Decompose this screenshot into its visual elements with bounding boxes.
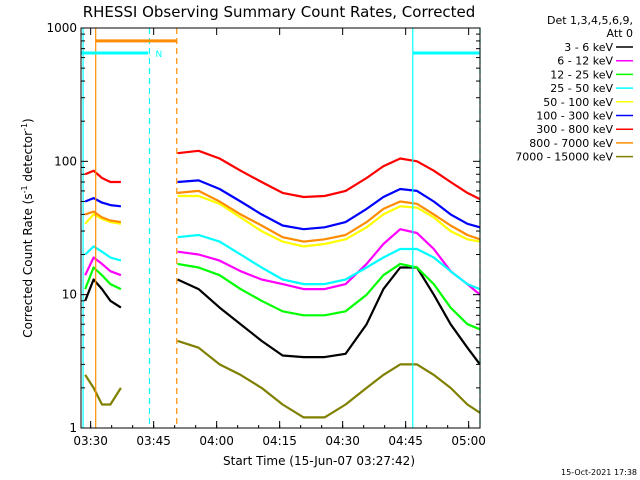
- y-axis-label-sup2: -1: [20, 123, 29, 131]
- y-axis-label: Corrected Count Rate (s-1 detector-1): [20, 118, 35, 337]
- night-label: N: [155, 50, 162, 60]
- footer-timestamp: 15-Oct-2021 17:38: [561, 468, 637, 477]
- series-line-5-segment-0: [84, 197, 122, 208]
- legend-header-line-2: Att 0: [607, 27, 633, 40]
- series-line-8-segment-0: [84, 374, 122, 406]
- series-line-8-segment-1: [177, 339, 481, 419]
- series-line-0-segment-1: [177, 266, 481, 366]
- x-tick-label-0: 03:30: [73, 434, 108, 448]
- series-line-2-segment-0: [84, 266, 122, 291]
- series-line-4-segment-1: [177, 194, 481, 248]
- chart-title: RHESSI Observing Summary Count Rates, Co…: [83, 3, 476, 21]
- y-axis-label-sup1: -1: [20, 185, 29, 193]
- y-tick-label-0: 1: [69, 421, 77, 435]
- y-tick-label-1: 10: [62, 288, 77, 302]
- series-line-5-segment-1: [177, 179, 481, 231]
- series-line-7-segment-0: [84, 210, 122, 224]
- x-axis-label: Start Time (15-Jun-07 03:27:42): [223, 454, 415, 468]
- legend-label-3: 25 - 50 keV: [550, 82, 613, 95]
- legend-label-2: 12 - 25 keV: [550, 68, 613, 81]
- series-line-3-segment-1: [177, 233, 481, 291]
- x-tick-label-5: 04:45: [388, 434, 423, 448]
- y-tick-label-3: 1000: [46, 21, 77, 35]
- data-layer: [84, 149, 481, 419]
- legend-label-5: 100 - 300 keV: [536, 110, 613, 123]
- y-axis-label-main: Corrected Count Rate (s: [21, 193, 35, 337]
- series-line-4-segment-0: [84, 213, 122, 225]
- legend-header-line-1: Det 1,3,4,5,6,9,: [547, 14, 633, 27]
- legend-label-0: 3 - 6 keV: [564, 41, 613, 54]
- series-line-7-segment-1: [177, 189, 481, 243]
- x-tick-label-2: 04:00: [199, 434, 234, 448]
- x-tick-label-1: 03:45: [136, 434, 171, 448]
- marker-layer: N: [81, 28, 481, 428]
- series-line-1-segment-1: [177, 228, 481, 296]
- legend-label-4: 50 - 100 keV: [543, 96, 613, 109]
- tick-layer: 03:30 03:45 04:00 04:15 04:30 04:45 05:00 1 10 10…: [46, 21, 486, 448]
- series-line-6-segment-1: [177, 149, 481, 201]
- legend-label-1: 6 - 12 keV: [557, 55, 613, 68]
- y-axis-label-mid: detector: [21, 131, 35, 186]
- legend-label-6: 300 - 800 keV: [536, 123, 613, 136]
- plot-frame: [80, 27, 481, 429]
- series-line-2-segment-1: [177, 262, 481, 331]
- series-line-0-segment-0: [84, 278, 122, 309]
- legend-label-8: 7000 - 15000 keV: [515, 151, 613, 164]
- series-line-1-segment-0: [84, 256, 122, 277]
- x-tick-label-3: 04:15: [262, 434, 297, 448]
- x-tick-label-4: 04:30: [325, 434, 360, 448]
- series-line-6-segment-0: [84, 169, 121, 184]
- y-tick-label-2: 100: [54, 154, 77, 168]
- x-tick-label-6: 05:00: [451, 434, 486, 448]
- legend-label-7: 800 - 7000 keV: [529, 137, 613, 150]
- y-axis-label-end: ): [21, 118, 35, 123]
- series-line-3-segment-0: [84, 245, 122, 262]
